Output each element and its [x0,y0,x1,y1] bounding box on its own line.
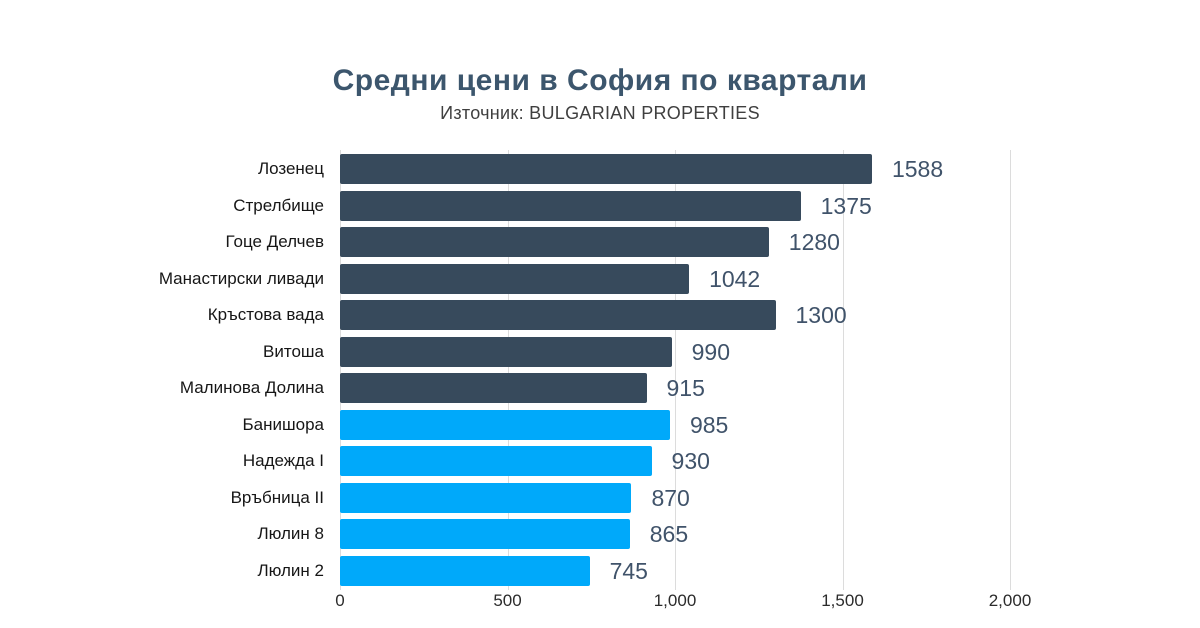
x-tick-label: 1,500 [821,591,864,610]
value-label: 745 [609,557,648,584]
bar [340,227,769,258]
x-tick-label: 1,000 [653,591,697,610]
bar [340,336,672,367]
value-label: 1042 [709,265,761,292]
value-label: 1588 [891,156,944,183]
bar [340,446,652,477]
category-label: Малинова Долина [179,378,324,398]
bar [340,519,630,550]
bar-row: Стрелбище 1375 [0,188,1100,225]
chart-title: Средни цени в София по квартали [332,64,868,97]
bar-area: 745 [340,555,1010,586]
category-label: Надежда I [242,451,324,471]
x-tick-label: 500 [493,591,522,610]
bar-row: Люлин 2 745 [0,553,1100,590]
bar-area: 915 [340,373,1010,404]
bar [340,300,776,331]
value-label: 1280 [788,229,840,256]
bar-row: Надежда I 930 [0,443,1100,480]
value-label: 1300 [795,302,847,329]
category-label: Гоце Делчев [225,232,324,252]
x-axis: 0 500 1,000 1,500 2,000 [335,591,1031,615]
bar [340,190,801,221]
gridline [842,150,844,590]
bar-row: Лозенец 1588 [0,151,1100,188]
bar [340,154,872,185]
bar-area: 1588 [340,154,1010,185]
bar-area: 1375 [340,190,1010,221]
bar-area: 1042 [340,263,1010,294]
category-label: Кръстова вада [207,305,324,325]
value-label: 870 [651,484,690,511]
category-label: Манастирски ливади [158,268,324,288]
category-label: Люлин 8 [257,524,324,544]
bar-row: Малинова Долина 915 [0,370,1100,407]
bar-area: 1300 [340,300,1010,331]
bar-row: Витоша 990 [0,334,1100,371]
gridline [507,150,509,590]
value-label: 985 [689,411,729,438]
bar-row: Люлин 8 865 [0,516,1100,553]
bar [340,482,632,513]
category-label: Люлин 2 [257,560,324,580]
bar-area: 865 [340,519,1010,550]
category-label: Лозенец [257,159,324,179]
value-label: 1375 [820,192,872,219]
value-label: 865 [649,521,689,548]
bar-row: Кръстова вада 1300 [0,297,1100,334]
bar [340,555,590,586]
category-label: Витоша [263,341,324,361]
bar-row: Гоце Делчев 1280 [0,224,1100,261]
bar-area: 870 [340,482,1010,513]
bar-area: 1280 [340,227,1010,258]
x-tick-label: 0 [335,591,345,610]
bar-area: 985 [340,409,1010,440]
bar-rows: Лозенец 1588 Стрелбище 1375 Гоце Делчев 1280 М… [0,151,1100,589]
chart-subtitle: Източник: BULGARIAN PROPERTIES [440,103,760,123]
plot-gridlines [340,150,1011,590]
bar-area: 990 [340,336,1010,367]
category-label: Стрелбище [233,195,324,215]
bar-row: Банишора 985 [0,407,1100,444]
gridline [675,150,676,590]
gridline [340,150,341,590]
value-label: 915 [666,375,705,402]
bar-row: Връбница II 870 [0,480,1100,517]
bar [340,373,647,404]
bar-area: 930 [340,446,1010,477]
bar [340,263,690,294]
category-label: Банишора [242,414,325,434]
category-label: Връбница II [230,487,324,507]
x-tick-label: 2,000 [988,591,1032,610]
value-label: 990 [691,338,731,365]
bar-row: Манастирски ливади 1042 [0,261,1100,298]
value-label: 930 [671,448,710,475]
bar [340,409,670,440]
gridline [1010,150,1011,590]
